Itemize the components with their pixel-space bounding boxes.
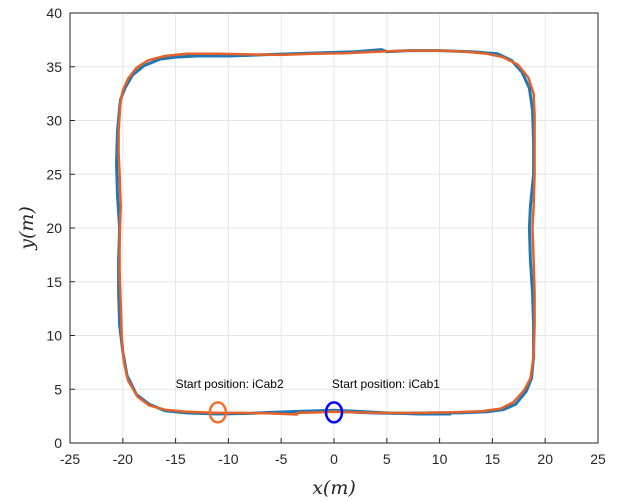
y-tick-label: 40 (46, 5, 62, 21)
x-tick-label: 25 (590, 451, 606, 467)
start-annotation-1: Start position: iCab1 (332, 377, 440, 391)
start-marker-1 (324, 401, 344, 424)
y-tick-label: 25 (46, 166, 62, 182)
y-axis-label: y(m) (16, 206, 38, 251)
tick-labels: -25 -20 -15 -10 -5 0 5 10 15 20 25 0 5 10 15 20 25 30 35 40 (46, 5, 606, 467)
series-layer (115, 48, 536, 416)
y-tick-label: 20 (46, 220, 62, 236)
x-tick-label: -10 (218, 451, 238, 467)
series-line-1 (115, 48, 536, 416)
x-tick-label: 10 (432, 451, 448, 467)
x-tick-label: -25 (60, 451, 80, 467)
y-tick-label: 35 (46, 59, 62, 75)
x-tick-label: -20 (113, 451, 133, 467)
start-marker-2 (208, 401, 228, 424)
x-tick-label: 20 (537, 451, 553, 467)
y-tick-label: 5 (54, 381, 62, 397)
start-annotation-2: Start position: iCab2 (176, 377, 284, 391)
x-tick-label: -5 (275, 451, 288, 467)
x-tick-label: 0 (330, 451, 338, 467)
y-tick-label: 10 (46, 328, 62, 344)
series-line-2 (117, 49, 536, 416)
y-tick-label: 15 (46, 274, 62, 290)
x-tick-label: 5 (383, 451, 391, 467)
marker-layer: Start position: iCab1 Start position: iCa… (176, 377, 440, 424)
x-tick-label: 15 (485, 451, 501, 467)
x-axis-label: x(m) (312, 477, 356, 499)
y-tick-label: 30 (46, 113, 62, 129)
y-tick-label: 0 (54, 435, 62, 451)
x-tick-label: -15 (165, 451, 185, 467)
